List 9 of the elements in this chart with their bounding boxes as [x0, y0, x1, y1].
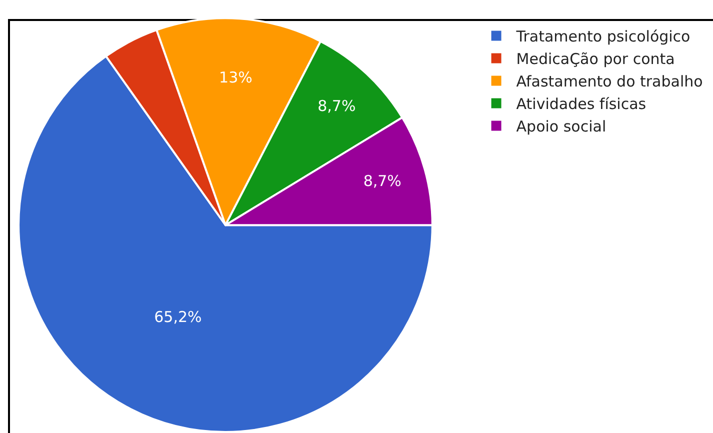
legend-label: Atividades físicas	[516, 95, 646, 114]
legend-label: Apoio social	[516, 118, 606, 136]
legend-label: MedicaÇão por conta	[516, 50, 675, 68]
data-label: 13%	[219, 68, 252, 86]
legend-label: Tratamento psicológico	[515, 28, 690, 46]
legend-label: Afastamento do trabalho	[516, 72, 703, 91]
data-label: 8,7%	[363, 172, 402, 190]
data-label: 65,2%	[154, 308, 202, 326]
data-label: 8,7%	[318, 96, 356, 115]
